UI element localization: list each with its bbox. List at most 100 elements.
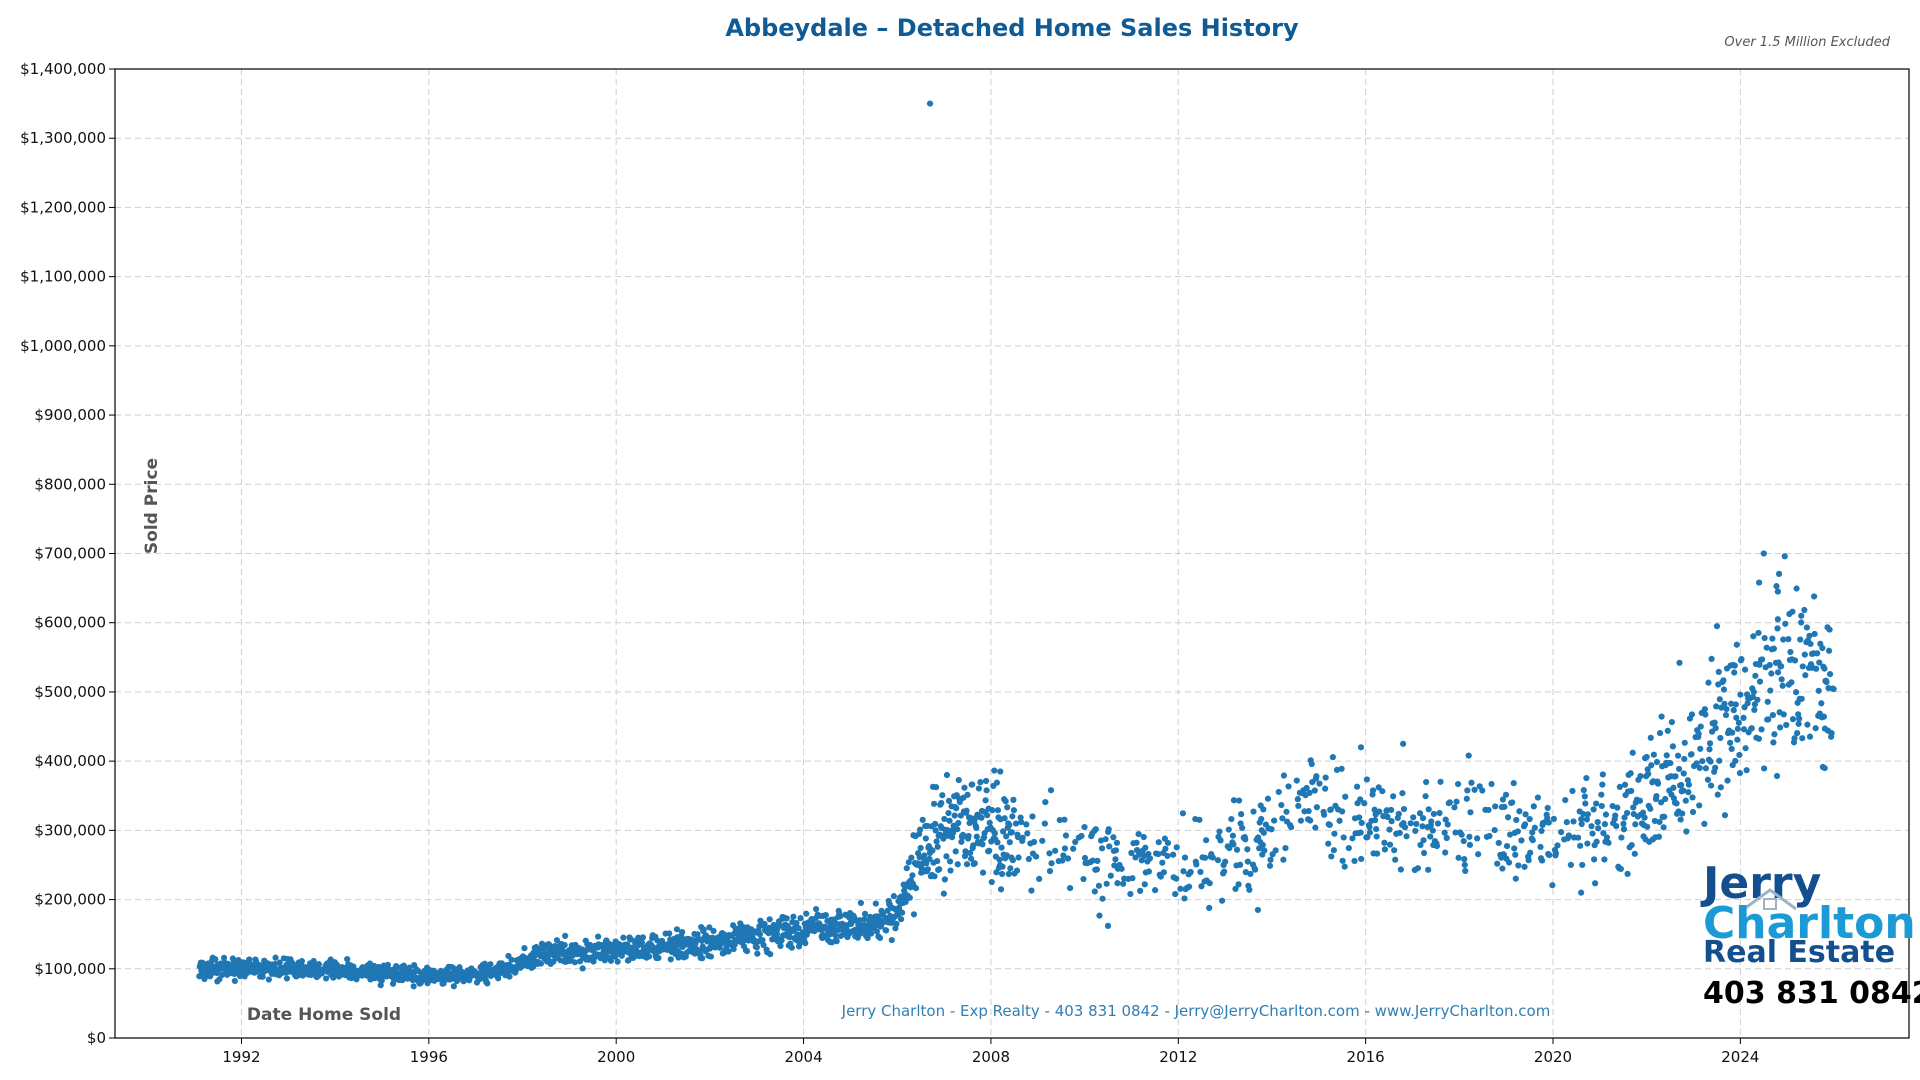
- data-point: [1391, 847, 1398, 854]
- data-point: [1078, 832, 1085, 840]
- data-point: [991, 830, 998, 837]
- data-point: [1578, 816, 1585, 823]
- data-point: [1712, 764, 1719, 771]
- data-point: [1592, 880, 1599, 887]
- data-point: [1636, 797, 1644, 804]
- data-point: [1511, 845, 1518, 852]
- data-point: [1453, 798, 1460, 805]
- data-point: [1164, 839, 1172, 847]
- data-point: [909, 872, 916, 879]
- data-point: [1750, 688, 1757, 696]
- data-point: [1401, 824, 1409, 831]
- data-point: [1751, 701, 1758, 708]
- data-point: [1142, 844, 1149, 851]
- data-point: [1179, 810, 1187, 817]
- data-point: [1428, 818, 1435, 825]
- data-point: [618, 952, 625, 959]
- data-point: [1486, 832, 1493, 840]
- data-point: [1120, 880, 1127, 887]
- data-point: [1081, 823, 1088, 831]
- data-point: [1538, 827, 1545, 835]
- data-point: [924, 866, 931, 873]
- data-point: [521, 945, 528, 952]
- data-point: [1313, 773, 1320, 780]
- data-point: [965, 832, 972, 840]
- data-point: [1512, 851, 1519, 858]
- data-point: [999, 863, 1006, 870]
- data-point: [947, 867, 954, 874]
- data-point: [384, 961, 391, 968]
- data-point: [1599, 781, 1606, 788]
- data-point: [1307, 817, 1314, 824]
- data-point: [1616, 783, 1623, 791]
- data-point: [1118, 865, 1125, 872]
- data-point: [1516, 808, 1523, 815]
- data-point: [1598, 791, 1605, 798]
- data-point: [1761, 634, 1768, 642]
- data-point: [1525, 857, 1532, 864]
- data-point: [1662, 795, 1669, 803]
- data-point: [1141, 881, 1148, 888]
- data-point: [1454, 780, 1462, 788]
- data-point: [1135, 831, 1142, 838]
- data-point: [979, 869, 987, 876]
- data-point: [1442, 816, 1449, 823]
- outlier-point: [1798, 612, 1805, 619]
- y-tick-label: $1,200,000: [20, 198, 106, 216]
- data-point: [1008, 829, 1015, 836]
- outlier-point: [1756, 579, 1763, 586]
- data-point: [1792, 689, 1800, 696]
- data-point: [1217, 837, 1224, 844]
- data-point: [1303, 784, 1310, 792]
- data-point: [1381, 846, 1388, 853]
- data-point: [1180, 868, 1187, 875]
- data-point: [1721, 700, 1728, 707]
- data-point: [1575, 834, 1582, 841]
- data-point: [673, 926, 681, 933]
- data-point: [1046, 850, 1053, 857]
- data-point: [1451, 804, 1458, 811]
- data-point: [975, 785, 982, 792]
- data-point: [1820, 713, 1827, 720]
- data-point: [961, 784, 968, 791]
- data-point: [1717, 734, 1724, 742]
- data-point: [1685, 781, 1692, 788]
- data-point: [1795, 720, 1802, 727]
- data-point: [1578, 820, 1585, 828]
- data-point: [1713, 703, 1720, 710]
- data-point: [1330, 847, 1337, 854]
- data-point: [1755, 629, 1762, 637]
- data-point: [1412, 827, 1419, 835]
- data-point: [963, 861, 971, 868]
- data-point: [778, 937, 785, 944]
- data-point: [1225, 826, 1232, 833]
- data-point: [1819, 644, 1826, 652]
- data-point: [638, 939, 646, 946]
- logo-line-jerry: Jerry: [1700, 858, 1821, 909]
- data-point: [1778, 676, 1785, 683]
- data-point: [1341, 863, 1348, 870]
- data-point: [1729, 729, 1736, 736]
- data-point: [1614, 804, 1621, 811]
- data-point: [934, 857, 941, 865]
- data-point: [1221, 868, 1228, 875]
- data-point: [1601, 821, 1609, 828]
- data-point: [955, 819, 962, 827]
- y-axis-label: Sold Price: [142, 458, 162, 554]
- data-point: [1266, 862, 1274, 869]
- data-point: [1678, 781, 1685, 789]
- data-point: [1550, 815, 1558, 822]
- data-point: [833, 938, 840, 945]
- data-point: [1233, 846, 1241, 853]
- data-point: [977, 779, 984, 786]
- data-point: [802, 940, 809, 947]
- data-point: [1434, 820, 1442, 827]
- data-point: [1413, 820, 1420, 828]
- data-point: [231, 977, 238, 985]
- x-axis-ticks: 1992 1996 2000 2004 2008 2012 2016 2020 2024: [222, 1038, 1759, 1066]
- data-point: [1589, 830, 1596, 837]
- data-point: [212, 956, 219, 963]
- outlier-point: [1774, 616, 1781, 623]
- data-point: [1358, 855, 1365, 863]
- data-point: [1042, 798, 1049, 806]
